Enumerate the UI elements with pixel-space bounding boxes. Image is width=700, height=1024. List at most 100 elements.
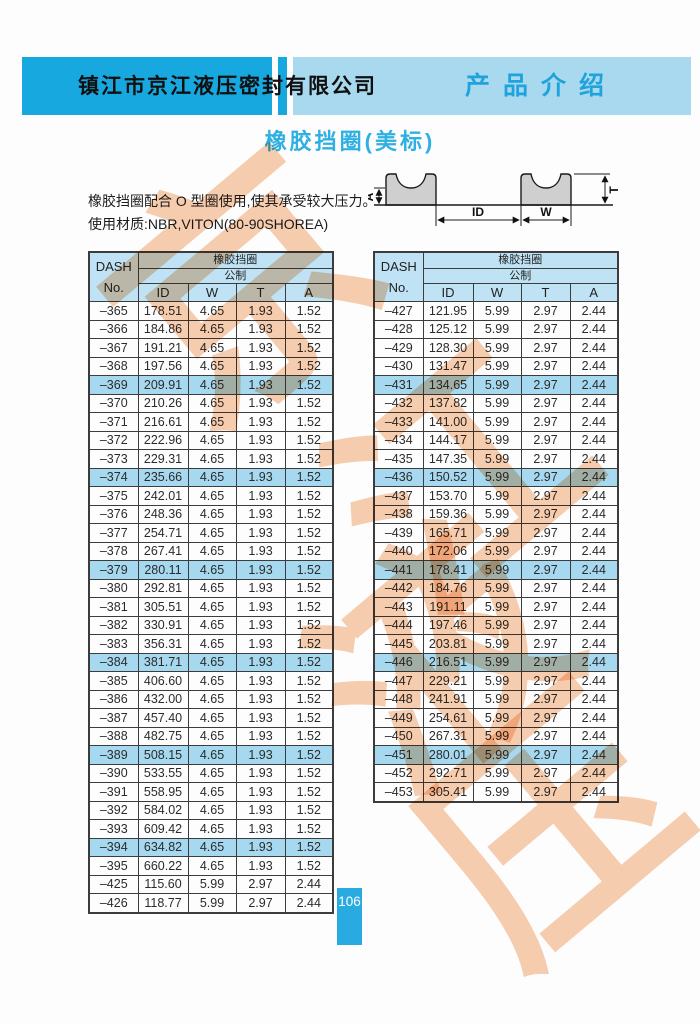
dimension-cell: 1.93: [235, 652, 286, 672]
table-row: –388 482.75 4.65 1.93 1.52: [88, 726, 334, 746]
dimension-cell: 235.66: [137, 467, 189, 487]
dimension-cell: 2.97: [520, 763, 571, 783]
table-row: –390 533.55 4.65 1.93 1.52: [88, 763, 334, 783]
table-row: –441 178.41 5.99 2.97 2.44: [373, 560, 619, 580]
table-row: –377 254.71 4.65 1.93 1.52: [88, 523, 334, 543]
dimension-cell: 5.99: [472, 375, 522, 395]
dimension-cell: 2.44: [569, 541, 619, 561]
dimension-cell: 4.65: [187, 782, 237, 802]
dash-no-cell: –380: [88, 578, 139, 598]
dimension-cell: 248.36: [137, 504, 189, 524]
dash-no-cell: –373: [88, 449, 139, 469]
dimension-cell: 2.97: [520, 356, 571, 376]
dash-no-cell: –388: [88, 726, 139, 746]
dimension-cell: 5.99: [472, 652, 522, 672]
table-row: –453 305.41 5.99 2.97 2.44: [373, 782, 619, 802]
dash-no-cell: –446: [373, 652, 424, 672]
table-row: –391 558.95 4.65 1.93 1.52: [88, 782, 334, 802]
table-row: –387 457.40 4.65 1.93 1.52: [88, 708, 334, 728]
dimension-cell: 1.52: [284, 819, 334, 839]
dimension-cell: 1.93: [235, 819, 286, 839]
dash-no-cell: –371: [88, 412, 139, 432]
dimension-cell: 5.99: [187, 893, 237, 913]
table-row: –394 634.82 4.65 1.93 1.52: [88, 837, 334, 857]
dimension-cell: 1.52: [284, 782, 334, 802]
dash-no-cell: –429: [373, 338, 424, 358]
dimension-cell: 1.52: [284, 745, 334, 765]
table-row: –384 381.71 4.65 1.93 1.52: [88, 652, 334, 672]
dimension-cell: 229.21: [422, 671, 474, 691]
table-row: –365 178.51 4.65 1.93 1.52: [88, 301, 334, 321]
dimension-cell: 1.52: [284, 541, 334, 561]
dimension-cell: 172.06: [422, 541, 474, 561]
table-row: –366 184.86 4.65 1.93 1.52: [88, 319, 334, 339]
table-row: –438 159.36 5.99 2.97 2.44: [373, 504, 619, 524]
dimension-cell: 4.65: [187, 578, 237, 598]
dimension-cell: 4.65: [187, 504, 237, 524]
col-header-t: T: [520, 283, 571, 302]
dimension-cell: 634.82: [137, 837, 189, 857]
dimension-cell: 121.95: [422, 301, 474, 321]
dash-no-cell: –381: [88, 597, 139, 617]
dimension-cell: 1.93: [235, 782, 286, 802]
dimension-cell: 4.65: [187, 763, 237, 783]
dimension-cell: 1.93: [235, 449, 286, 469]
table-row: –392 584.02 4.65 1.93 1.52: [88, 800, 334, 820]
dash-header-line1: DASH: [95, 259, 132, 274]
dimension-cell: 1.93: [235, 504, 286, 524]
dimension-cell: 1.93: [235, 800, 286, 820]
dimension-cell: 1.52: [284, 523, 334, 543]
dash-no-cell: –434: [373, 430, 424, 450]
dash-no-cell: –369: [88, 375, 139, 395]
table-row: –370 210.26 4.65 1.93 1.52: [88, 393, 334, 413]
table-row: –452 292.71 5.99 2.97 2.44: [373, 763, 619, 783]
table-row: –443 191.11 5.99 2.97 2.44: [373, 597, 619, 617]
table-row: –428 125.12 5.99 2.97 2.44: [373, 319, 619, 339]
dimension-cell: 2.44: [569, 597, 619, 617]
dimension-cell: 280.11: [137, 560, 189, 580]
dimension-cell: 165.71: [422, 523, 474, 543]
dimension-cell: 1.93: [235, 338, 286, 358]
dimension-cell: 5.99: [472, 597, 522, 617]
dimension-cell: 2.44: [284, 874, 334, 894]
dimension-cell: 1.93: [235, 301, 286, 321]
dimension-cell: 2.44: [569, 523, 619, 543]
dash-no-cell: –376: [88, 504, 139, 524]
dimension-cell: 1.52: [284, 504, 334, 524]
dash-no-cell: –368: [88, 356, 139, 376]
dimension-cell: 2.97: [520, 634, 571, 654]
table-row: –381 305.51 4.65 1.93 1.52: [88, 597, 334, 617]
dash-no-cell: –374: [88, 467, 139, 487]
dimension-cell: 4.65: [187, 745, 237, 765]
dimension-cell: 2.44: [569, 615, 619, 635]
table-row: –433 141.00 5.99 2.97 2.44: [373, 412, 619, 432]
dimension-cell: 4.65: [187, 449, 237, 469]
table-row: –431 134.65 5.99 2.97 2.44: [373, 375, 619, 395]
dimension-cell: 5.99: [472, 689, 522, 709]
dimension-cell: 5.99: [472, 338, 522, 358]
dimension-cell: 1.52: [284, 486, 334, 506]
dimension-cell: 381.71: [137, 652, 189, 672]
dimension-cell: 5.99: [472, 412, 522, 432]
dimension-cell: 2.97: [520, 319, 571, 339]
dimension-cell: 1.93: [235, 523, 286, 543]
dimension-cell: 432.00: [137, 689, 189, 709]
dimension-cell: 1.52: [284, 597, 334, 617]
dash-no-cell: –382: [88, 615, 139, 635]
dimension-cell: 5.99: [472, 430, 522, 450]
dash-no-cell: –427: [373, 301, 424, 321]
dimension-cell: 1.93: [235, 486, 286, 506]
dimension-cell: 209.91: [137, 375, 189, 395]
dimension-cell: 508.15: [137, 745, 189, 765]
dimension-cell: 4.65: [187, 597, 237, 617]
dimension-cell: 118.77: [137, 893, 189, 913]
dimension-cell: 267.41: [137, 541, 189, 561]
dash-header-line1: DASH: [380, 259, 417, 274]
dimension-cell: 1.93: [235, 412, 286, 432]
dash-no-cell: –443: [373, 597, 424, 617]
table-row: –376 248.36 4.65 1.93 1.52: [88, 504, 334, 524]
table-row: –372 222.96 4.65 1.93 1.52: [88, 430, 334, 450]
dimension-cell: 2.97: [520, 597, 571, 617]
dash-no-cell: –430: [373, 356, 424, 376]
col-header-w: W: [187, 283, 237, 302]
